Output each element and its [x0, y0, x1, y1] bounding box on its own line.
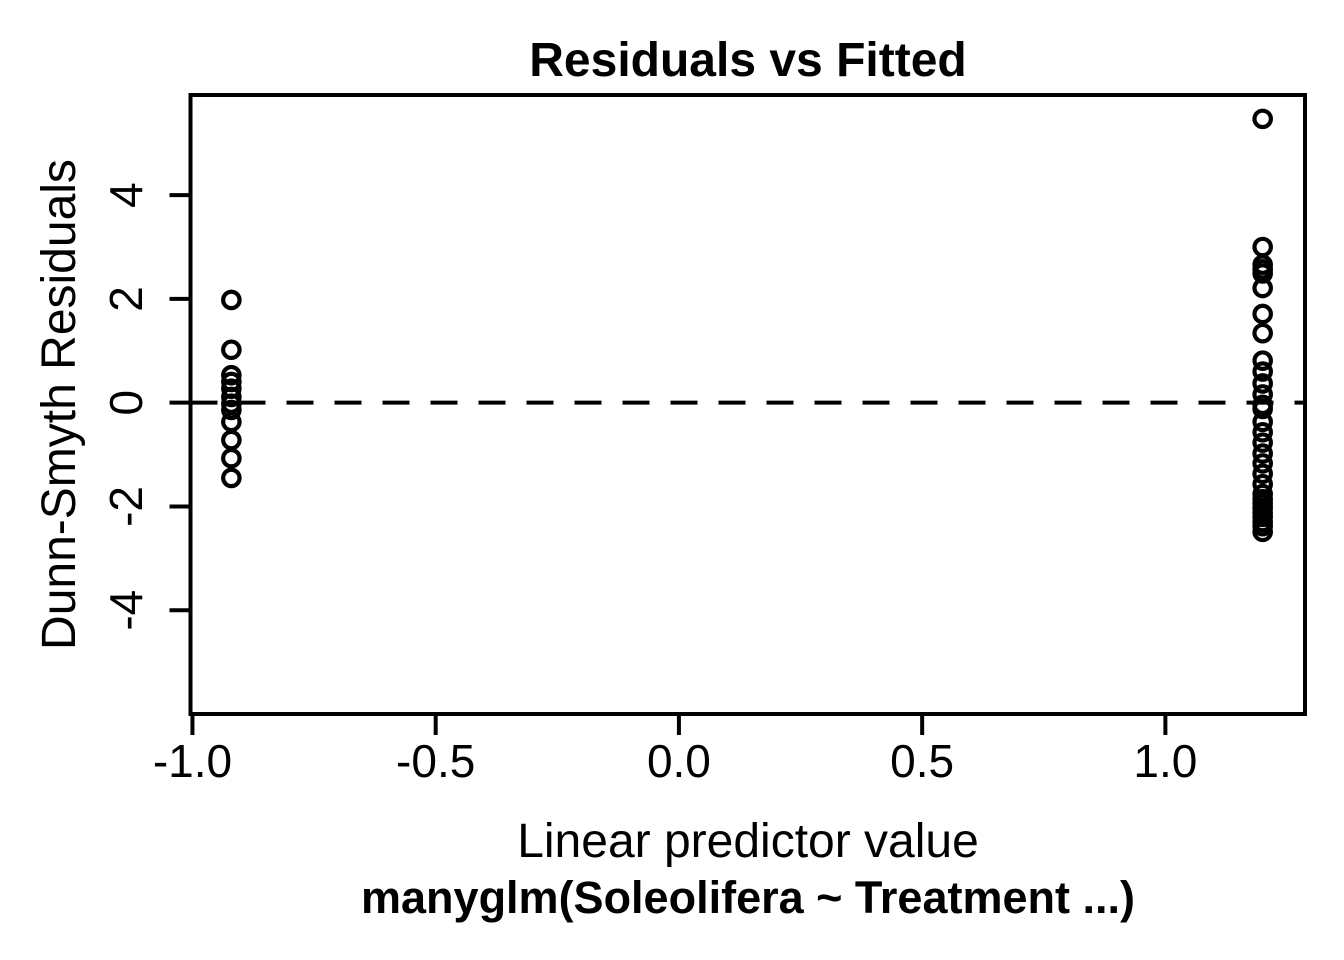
data-point-circle: [221, 447, 242, 469]
data-point-circle: [221, 467, 242, 489]
axis-ticks-layer: [169, 193, 1168, 735]
y-axis-tick-label: -4: [100, 590, 152, 631]
y-axis-label: Dunn-Smyth Residuals: [33, 159, 86, 650]
x-axis-tick-label: 0.0: [647, 735, 711, 787]
x-axis-tick-label: -0.5: [396, 735, 475, 787]
data-point-circle: [1252, 463, 1273, 485]
data-point-circle: [221, 339, 242, 361]
data-point-circle: [1252, 453, 1273, 474]
axis-tick-labels-layer: -1.0 -0.5 0.0 0.5 1.0 -4 -2 0 2 4: [100, 182, 1197, 787]
data-point-circle: [221, 386, 242, 408]
data-point-circle: [1252, 277, 1273, 299]
data-points-layer: [221, 108, 1273, 543]
data-point-circle: [1252, 432, 1273, 453]
data-point-circle: [1252, 421, 1273, 443]
data-point-circle: [1252, 108, 1273, 130]
x-axis-tick-label: 0.5: [890, 735, 954, 787]
data-point-circle: [221, 399, 242, 421]
data-point-circle: [1252, 236, 1273, 258]
data-point-circle: [1252, 361, 1273, 382]
data-point-circle: [221, 429, 242, 451]
data-point-circle: [1252, 398, 1273, 420]
data-point-circle: [1252, 303, 1273, 325]
y-axis-tick-label: -2: [100, 486, 152, 527]
x-axis-tick-label: 1.0: [1133, 735, 1197, 787]
y-axis-tick-label: 4: [100, 182, 152, 208]
data-point-circle: [1252, 322, 1273, 344]
data-point-circle: [221, 364, 242, 386]
x-axis-label: Linear predictor value: [517, 815, 979, 868]
x-axis-tick-label: -1.0: [153, 735, 232, 787]
data-point-circle: [1252, 443, 1273, 464]
data-point-circle: [1252, 373, 1273, 394]
data-point-circle: [1252, 411, 1273, 433]
y-axis-tick-label: 0: [100, 390, 152, 416]
data-point-circle: [221, 289, 242, 311]
plot-title: Residuals vs Fitted: [529, 34, 966, 87]
data-point-circle: [1252, 350, 1273, 371]
y-axis-tick-label: 2: [100, 286, 152, 312]
plot-border-box: [188, 93, 1307, 716]
x-axis-sublabel: manyglm(Soleolifera ~ Treatment ...): [361, 872, 1135, 923]
data-point-circle: [1252, 521, 1273, 543]
